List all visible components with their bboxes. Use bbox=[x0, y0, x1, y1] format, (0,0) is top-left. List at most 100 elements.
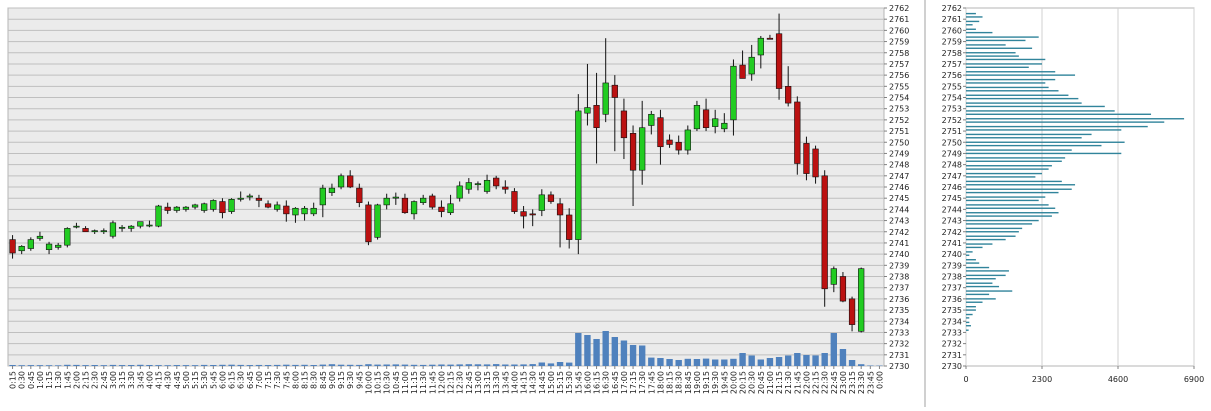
x-tick-label: 16:45 bbox=[611, 371, 620, 394]
profile-y-tick-label: 2758 bbox=[942, 49, 962, 58]
volume-bar bbox=[548, 363, 554, 366]
profile-y-tick-label: 2755 bbox=[942, 82, 962, 91]
volume-bar bbox=[73, 365, 79, 366]
profile-bar bbox=[966, 102, 1082, 103]
profile-bar bbox=[966, 24, 973, 25]
candle-body bbox=[521, 212, 527, 216]
profile-bar bbox=[966, 16, 983, 17]
candle-body bbox=[749, 57, 755, 74]
x-tick-label: 15:15 bbox=[556, 371, 565, 394]
volume-bar bbox=[210, 365, 216, 366]
x-tick-label: 19:00 bbox=[693, 371, 702, 394]
x-tick-label: 14:45 bbox=[538, 371, 547, 394]
x-tick-label: 3:00 bbox=[109, 371, 118, 389]
profile-bar bbox=[966, 95, 1068, 96]
x-tick-label: 2:15 bbox=[82, 371, 91, 389]
profile-y-tick-label: 2740 bbox=[942, 250, 962, 259]
candle-body bbox=[46, 244, 52, 250]
profile-bar bbox=[966, 36, 1039, 37]
profile-bar bbox=[966, 283, 992, 284]
x-tick-label: 6:00 bbox=[218, 371, 227, 389]
x-tick-label: 16:30 bbox=[602, 371, 611, 394]
volume-bar bbox=[146, 365, 152, 366]
volume-bar bbox=[237, 365, 243, 366]
volume-bar bbox=[849, 360, 855, 366]
profile-y-tick-label: 2759 bbox=[942, 38, 962, 47]
candle-body bbox=[731, 66, 737, 120]
profile-y-tick-label: 2739 bbox=[942, 261, 962, 270]
volume-bar bbox=[858, 364, 864, 366]
profile-bar bbox=[966, 137, 1082, 138]
volume-bar bbox=[119, 365, 125, 366]
profile-bar bbox=[966, 204, 1049, 205]
y-tick-label: 2746 bbox=[889, 183, 909, 192]
candle-body bbox=[92, 231, 98, 232]
candle-body bbox=[156, 206, 162, 226]
x-tick-label: 3:15 bbox=[118, 371, 127, 389]
x-tick-label: 14:15 bbox=[520, 371, 529, 394]
profile-bar bbox=[966, 173, 1042, 174]
volume-bar bbox=[91, 365, 97, 366]
volume-bar bbox=[812, 355, 818, 366]
candle-body bbox=[767, 38, 773, 39]
x-tick-label: 19:30 bbox=[711, 371, 720, 394]
profile-bar bbox=[966, 294, 989, 295]
candle-body bbox=[648, 114, 654, 125]
candle-body bbox=[512, 191, 518, 211]
profile-bar bbox=[966, 286, 999, 287]
candle-body bbox=[384, 198, 390, 205]
candle-body bbox=[557, 204, 563, 215]
profile-y-tick-label: 2761 bbox=[942, 15, 962, 24]
x-tick-label: 2:45 bbox=[100, 371, 109, 389]
y-tick-label: 2740 bbox=[889, 250, 909, 259]
x-tick-label: 12:45 bbox=[465, 371, 474, 394]
profile-bar bbox=[966, 208, 1055, 209]
candle-body bbox=[393, 197, 399, 198]
x-tick-label: 20:00 bbox=[729, 371, 738, 394]
candle-body bbox=[256, 198, 262, 200]
profile-bar bbox=[966, 59, 1045, 60]
x-tick-label: 1:00 bbox=[36, 371, 45, 389]
candle-body bbox=[566, 215, 572, 240]
volume-bar bbox=[9, 365, 15, 366]
volume-bar bbox=[602, 331, 608, 366]
candle-body bbox=[785, 86, 791, 103]
x-tick-label: 23:45 bbox=[866, 371, 875, 394]
x-tick-label: 15:00 bbox=[547, 371, 556, 394]
profile-bar bbox=[966, 314, 973, 315]
profile-bar bbox=[966, 259, 976, 260]
candle-body bbox=[776, 34, 782, 89]
volume-bar bbox=[621, 341, 627, 367]
profile-bar bbox=[966, 212, 1059, 213]
candle-body bbox=[420, 198, 426, 202]
volume-bar bbox=[310, 365, 316, 366]
candle-body bbox=[575, 111, 581, 240]
profile-bar bbox=[966, 118, 1184, 119]
candle-body bbox=[740, 65, 746, 78]
y-tick-label: 2755 bbox=[889, 82, 909, 91]
candle-body bbox=[603, 83, 609, 114]
x-tick-label: 17:45 bbox=[647, 371, 656, 394]
y-tick-label: 2756 bbox=[889, 71, 909, 80]
x-tick-label: 22:00 bbox=[802, 371, 811, 394]
profile-bar bbox=[966, 157, 1065, 158]
x-tick-label: 11:15 bbox=[410, 371, 419, 394]
profile-bar bbox=[966, 32, 992, 33]
profile-y-tick-label: 2745 bbox=[942, 194, 962, 203]
x-tick-label: 20:30 bbox=[748, 371, 757, 394]
volume-bar bbox=[484, 364, 490, 366]
volume-bar bbox=[265, 365, 271, 366]
profile-bar bbox=[966, 322, 969, 323]
volume-bar bbox=[593, 339, 599, 366]
x-tick-label: 15:30 bbox=[565, 371, 574, 394]
x-tick-label: 4:15 bbox=[155, 371, 164, 389]
profile-bar bbox=[966, 126, 1148, 127]
candle-body bbox=[658, 118, 664, 147]
candle-body bbox=[283, 206, 289, 214]
x-tick-label: 9:45 bbox=[355, 371, 364, 389]
y-tick-label: 2745 bbox=[889, 194, 909, 203]
profile-y-tick-label: 2733 bbox=[942, 328, 962, 337]
profile-y-tick-label: 2753 bbox=[942, 105, 962, 114]
